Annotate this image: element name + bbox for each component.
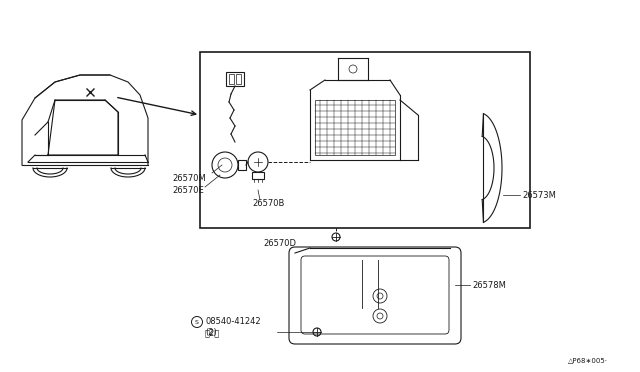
Text: 26570E: 26570E (172, 186, 204, 195)
Text: 、2）: 、2） (205, 328, 220, 337)
Bar (200, 52, 530, 228)
Bar (238, 160, 246, 170)
Text: S: S (195, 320, 199, 324)
Bar (252, 172, 264, 179)
Text: 26578M: 26578M (472, 280, 506, 289)
Text: 08540-41242: 08540-41242 (205, 317, 260, 327)
Text: △P68∗005·: △P68∗005· (568, 357, 608, 363)
Bar (226, 72, 244, 86)
Bar (229, 74, 234, 84)
Text: 26570D: 26570D (263, 238, 296, 247)
Text: 26570M: 26570M (172, 173, 205, 183)
Text: 26570B: 26570B (252, 199, 284, 208)
Bar (236, 74, 241, 84)
Text: 26573M: 26573M (522, 190, 556, 199)
Text: (2): (2) (205, 328, 217, 337)
Bar (315, 100, 395, 155)
